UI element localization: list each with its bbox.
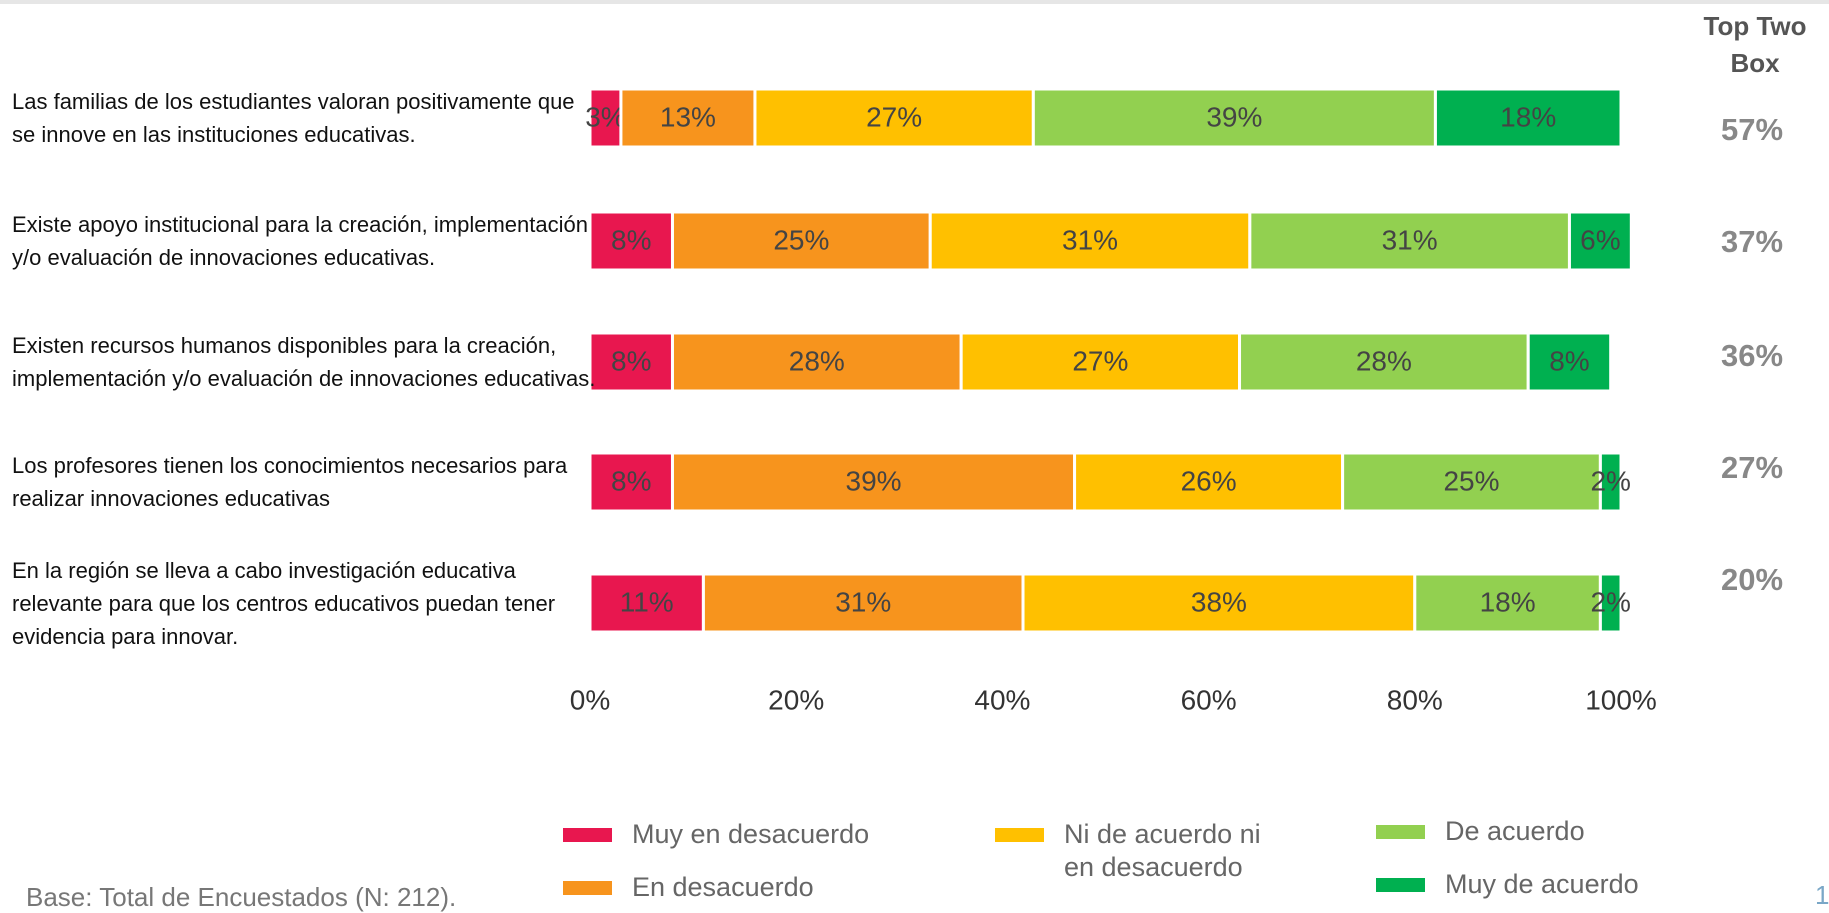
bar-segment [1433, 87, 1623, 149]
data-label: 38% [1191, 586, 1247, 617]
data-label: 8% [611, 345, 651, 376]
legend-label: De acuerdo [1445, 816, 1585, 846]
category-label: Existen recursos humanos disponibles par… [12, 333, 596, 391]
data-label: 8% [1549, 345, 1589, 376]
bar-segment [1031, 87, 1437, 149]
data-label: 31% [1062, 224, 1118, 255]
data-label: 26% [1181, 465, 1237, 496]
legend-item: Ni de acuerdo ni en desacuerdo [995, 818, 1295, 884]
bar-segment [1598, 572, 1623, 634]
x-tick-label: 40% [974, 684, 1030, 715]
data-label: 31% [1382, 224, 1438, 255]
x-tick-label: 60% [1181, 684, 1237, 715]
data-label: 31% [835, 586, 891, 617]
legend-label: En desacuerdo [632, 872, 814, 902]
bar-segment [588, 210, 674, 272]
data-label: 3% [585, 101, 625, 132]
bar-segment [1526, 331, 1613, 393]
bar-segment [959, 331, 1242, 393]
data-label: 27% [1072, 345, 1128, 376]
data-label: 13% [660, 101, 716, 132]
legend-label: Muy en desacuerdo [632, 819, 870, 849]
page-number: 1 [1815, 880, 1829, 910]
legend-swatch [995, 828, 1044, 842]
data-label: 8% [611, 224, 651, 255]
bar-segment [1413, 572, 1602, 634]
bar-segment [1341, 451, 1602, 513]
footnote: Base: Total de Encuestados (N: 212). [26, 882, 457, 912]
legend-swatch [563, 828, 612, 842]
data-label: 27% [866, 101, 922, 132]
legend-swatch [1376, 825, 1425, 839]
top-rule [0, 0, 1829, 4]
data-label: 8% [611, 465, 651, 496]
x-tick-label: 20% [768, 684, 824, 715]
data-label: 6% [1580, 224, 1620, 255]
top-two-box-title: Top Two Box [1703, 11, 1807, 78]
data-label: 2% [1590, 586, 1630, 617]
top-two-box-value: 37% [1721, 224, 1783, 259]
bar-segment [1021, 572, 1417, 634]
top-two-box-value: 36% [1721, 338, 1783, 373]
category-label: Los profesores tienen los conocimientos … [12, 453, 568, 511]
legend-label: Ni de acuerdo ni en desacuerdo [1064, 819, 1261, 882]
legend-swatch [563, 881, 612, 895]
legend-item: En desacuerdo [563, 871, 983, 904]
data-label: 28% [1356, 345, 1412, 376]
bar-segment [670, 451, 1077, 513]
bar-segment [588, 331, 674, 393]
legend-item: Muy en desacuerdo [563, 818, 983, 851]
data-label: 2% [1590, 465, 1630, 496]
top-two-box-value: 27% [1721, 450, 1783, 485]
data-label: 39% [1206, 101, 1262, 132]
bar-segment [619, 87, 757, 149]
category-label: Las familias de los estudiantes valoran … [12, 89, 575, 147]
data-label: 25% [773, 224, 829, 255]
data-label: 25% [1443, 465, 1499, 496]
top-two-box-value: 57% [1721, 112, 1783, 147]
legend-swatch [1376, 878, 1425, 892]
x-tick-label: 100% [1585, 684, 1657, 715]
legend-item: De acuerdo [1376, 815, 1796, 848]
category-label: En la región se lleva a cabo investigaci… [12, 557, 556, 649]
data-label: 28% [789, 345, 845, 376]
bar-segment [588, 572, 705, 634]
data-label: 18% [1500, 101, 1556, 132]
legend-item: Muy de acuerdo [1376, 868, 1796, 901]
data-label: 11% [620, 586, 674, 617]
x-tick-label: 0% [570, 684, 610, 715]
bar-segment [1073, 451, 1345, 513]
bar-segment [1598, 451, 1623, 513]
bar-segment [928, 210, 1252, 272]
data-label: 39% [846, 465, 902, 496]
legend-label: Muy de acuerdo [1445, 869, 1639, 899]
x-tick-label: 80% [1387, 684, 1443, 715]
category-label: Existe apoyo institucional para la creac… [12, 212, 588, 270]
data-label: 18% [1480, 586, 1536, 617]
top-two-box-value: 20% [1721, 562, 1783, 597]
bar-segment [1567, 210, 1633, 272]
